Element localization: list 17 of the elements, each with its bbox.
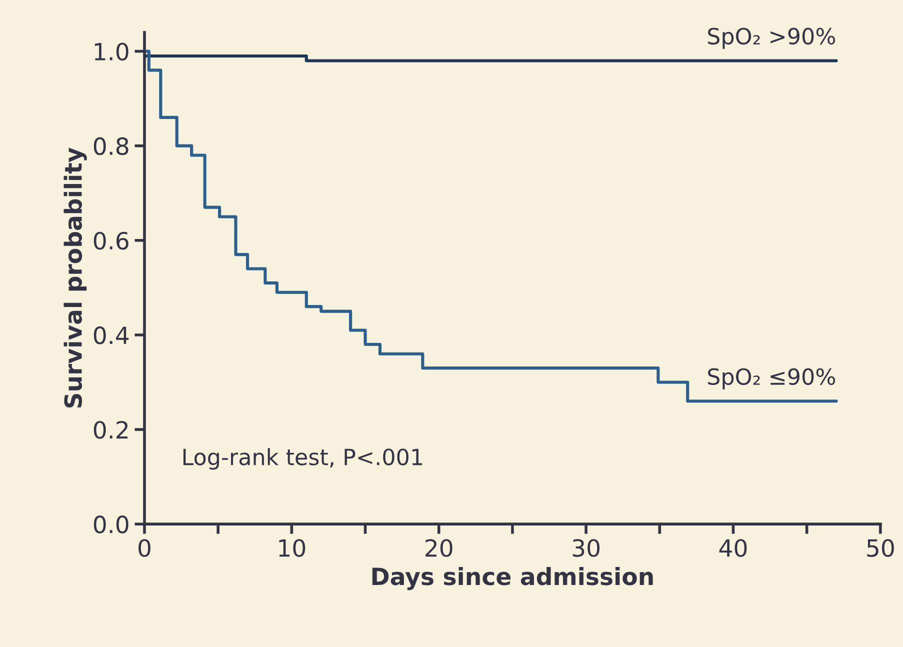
- annotation: Log-rank test, P<.001: [183, 448, 422, 470]
- x-axis-title: Days since admission: [372, 567, 653, 590]
- y-tick-label: 0.4: [94, 326, 129, 344]
- y-tick-label: 0.0: [94, 516, 128, 534]
- y-tick-label: 1.0: [94, 42, 128, 61]
- x-tick-label: 50: [867, 539, 894, 557]
- x-tick-label: 0: [138, 539, 150, 557]
- x-tick-label: 10: [279, 539, 306, 557]
- x-tick-label: 20: [426, 539, 452, 557]
- y-tick-label: 0.8: [94, 137, 128, 156]
- x-tick-label: 30: [572, 539, 600, 557]
- y-tick-label: 0.2: [94, 420, 128, 439]
- x-tick-label: 40: [719, 539, 747, 557]
- series-label: SpO₂ >90%: [708, 28, 836, 49]
- y-tick-label: 0.6: [94, 232, 128, 250]
- series-label: SpO₂ ≤90%: [708, 368, 836, 390]
- y-axis-title: Survival probability: [64, 148, 87, 408]
